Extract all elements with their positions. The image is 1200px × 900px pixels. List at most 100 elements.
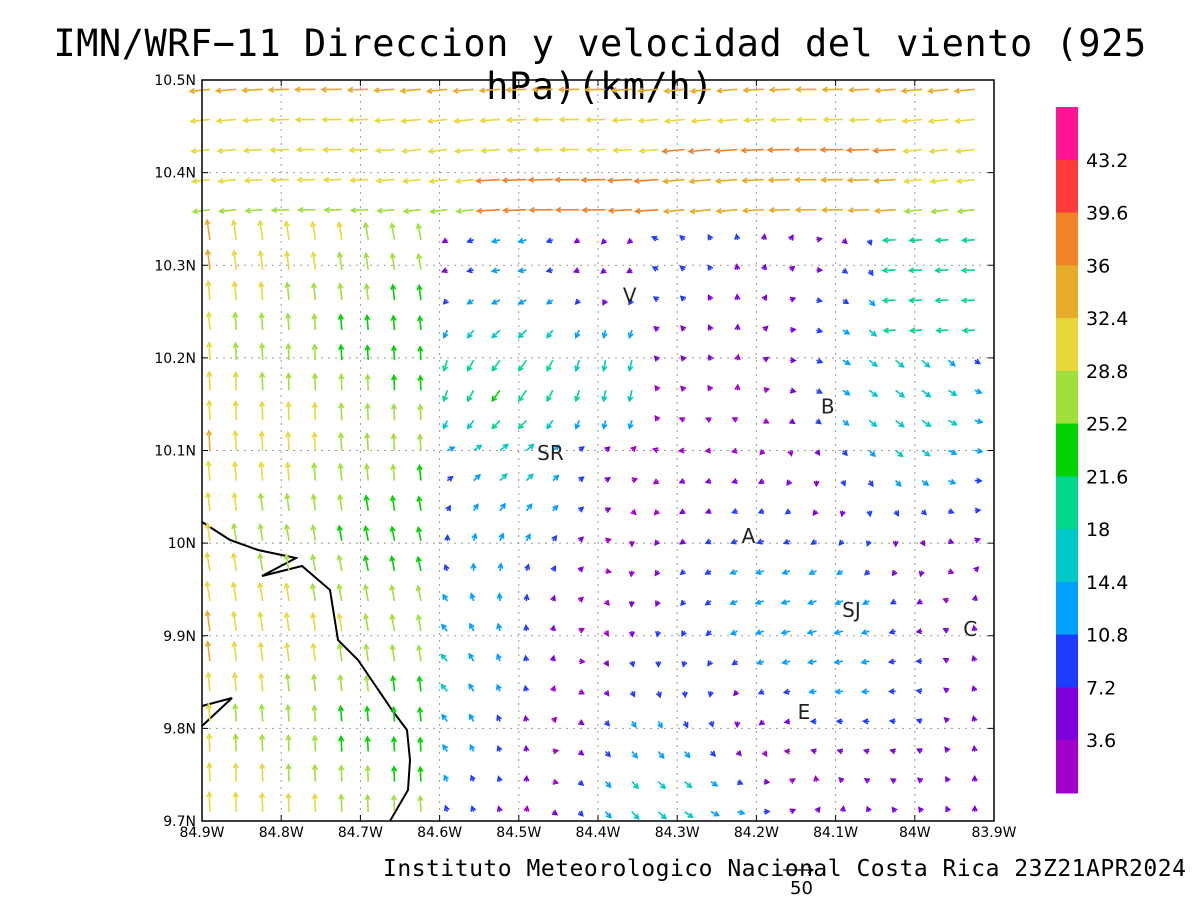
- wind-arrow-head: [523, 805, 530, 812]
- wind-arrow-shaft: [769, 178, 791, 181]
- wind-arrow: [704, 417, 712, 423]
- wind-arrow: [652, 478, 660, 485]
- wind-arrow-head: [364, 432, 371, 439]
- wind-arrow-head: [490, 299, 498, 305]
- wind-arrow: [527, 176, 553, 184]
- wind-arrow-head: [821, 86, 828, 93]
- wind-arrow-head: [928, 148, 936, 155]
- wind-arrow: [860, 658, 870, 665]
- wind-arrow-head: [416, 283, 423, 291]
- wind-arrow-head: [948, 538, 955, 545]
- lat-tick-label: 10N: [168, 536, 196, 552]
- wind-arrow: [626, 237, 634, 244]
- wind-arrow-shaft: [287, 432, 290, 451]
- wind-arrow-head: [605, 781, 612, 789]
- wind-arrow: [628, 600, 635, 608]
- wind-arrow: [232, 370, 239, 391]
- wind-arrow-head: [630, 445, 637, 453]
- wind-arrow-head: [601, 395, 608, 403]
- wind-arrow: [707, 660, 713, 667]
- wind-arrow-head: [389, 525, 396, 533]
- coastline-main: [201, 521, 412, 822]
- wind-arrow: [808, 688, 817, 695]
- wind-arrow-head: [232, 429, 239, 437]
- wind-arrow: [231, 280, 238, 301]
- wind-arrow: [232, 311, 239, 331]
- wind-arrow: [501, 177, 527, 184]
- wind-arrow-head: [948, 508, 955, 514]
- wind-arrow-shaft: [206, 582, 211, 602]
- wind-arrow-shaft: [391, 614, 396, 632]
- wind-arrow: [627, 390, 634, 403]
- wind-arrow: [285, 792, 292, 812]
- wind-arrow-head: [551, 716, 558, 723]
- wind-arrow-head: [729, 569, 736, 575]
- wind-arrow-head: [545, 298, 553, 305]
- wind-arrow: [743, 117, 764, 124]
- wind-arrow-shaft: [502, 178, 527, 182]
- wind-arrow: [971, 714, 978, 722]
- wind-arrow: [496, 714, 502, 722]
- wind-arrow-head: [417, 765, 424, 773]
- wind-arrow-head: [627, 332, 634, 340]
- wind-arrow: [887, 658, 896, 665]
- wind-arrow-shaft: [744, 118, 764, 122]
- wind-arrow-shaft: [419, 376, 422, 391]
- wind-arrow: [205, 640, 212, 662]
- wind-arrow-head: [678, 417, 686, 423]
- wind-arrow: [628, 299, 634, 306]
- wind-arrow-head: [310, 250, 317, 258]
- lon-tick-label: 84.5W: [496, 825, 541, 841]
- wind-arrow-shaft: [602, 390, 607, 401]
- wind-arrow: [284, 461, 291, 481]
- wind-arrow-head: [416, 252, 423, 260]
- wind-arrow-head: [545, 267, 553, 274]
- wind-arrow: [731, 508, 738, 514]
- wind-arrow-head: [759, 449, 766, 456]
- wind-arrow-head: [731, 478, 738, 484]
- wind-arrow-head: [269, 146, 276, 154]
- wind-arrow-head: [205, 310, 213, 318]
- wind-arrow: [612, 147, 632, 154]
- wind-arrow-head: [690, 117, 697, 125]
- wind-arrow-shaft: [962, 299, 975, 302]
- wind-arrow: [786, 479, 793, 487]
- wind-arrow-shaft: [364, 526, 369, 541]
- wind-arrow: [889, 778, 897, 784]
- wind-arrow-head: [733, 690, 740, 697]
- wind-arrow: [603, 690, 610, 697]
- wind-arrow-head: [603, 630, 609, 637]
- wind-arrow: [579, 658, 586, 665]
- wind-arrow: [497, 562, 504, 572]
- wind-arrow: [687, 148, 712, 155]
- wind-arrow: [710, 810, 720, 817]
- wind-arrow-head: [578, 445, 585, 452]
- wind-arrow: [947, 389, 958, 396]
- wind-arrow-head: [707, 354, 714, 361]
- wind-arrow: [454, 177, 474, 185]
- wind-arrow-head: [604, 476, 612, 483]
- wind-arrow: [705, 630, 712, 637]
- wind-arrow-shaft: [259, 493, 264, 511]
- wind-arrow-head: [311, 734, 318, 741]
- wind-arrow: [895, 449, 904, 458]
- wind-arrow: [908, 327, 923, 334]
- wind-arrow: [842, 359, 852, 366]
- wind-arrow: [295, 146, 316, 153]
- wind-arrow: [688, 178, 712, 185]
- wind-arrow-head: [866, 805, 872, 813]
- wind-arrow-head: [815, 418, 822, 425]
- wind-arrow-head: [523, 714, 530, 722]
- wind-arrow-head: [704, 477, 712, 484]
- wind-arrow: [523, 654, 530, 662]
- wind-arrow: [257, 610, 264, 632]
- wind-arrow-shaft: [287, 402, 290, 421]
- wind-arrow: [401, 177, 421, 185]
- wind-arrow-head: [553, 474, 560, 481]
- wind-arrow-head: [375, 177, 382, 184]
- wind-arrow-head: [814, 449, 821, 456]
- wind-arrow: [389, 494, 397, 511]
- wind-arrow-head: [285, 703, 292, 711]
- wind-arrow: [690, 117, 712, 125]
- wind-arrow-shaft: [402, 148, 421, 153]
